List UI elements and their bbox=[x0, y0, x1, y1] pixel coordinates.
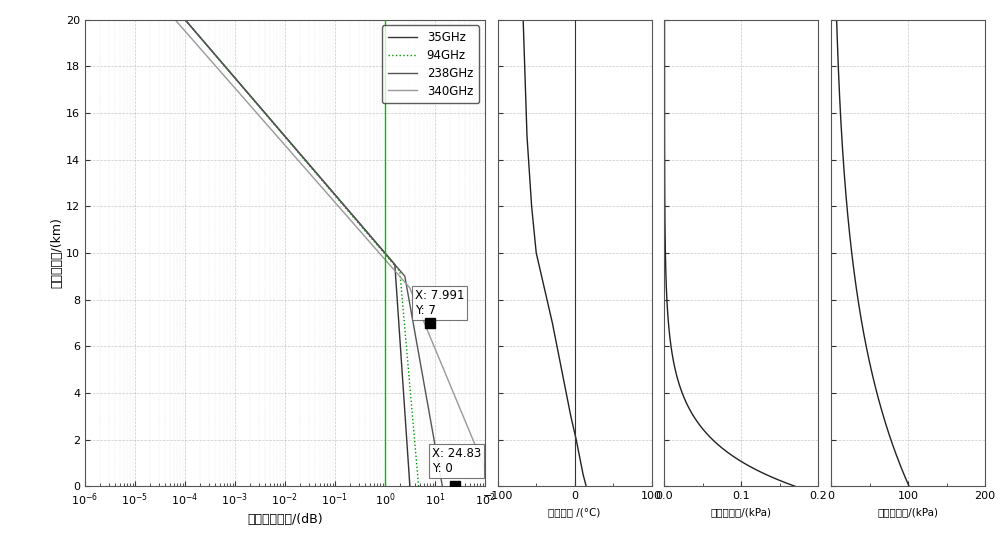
Line: 35GHz: 35GHz bbox=[185, 20, 410, 486]
340GHz bbox=[221, 75, 233, 82]
35GHz bbox=[398, 402, 410, 409]
Line: 340GHz: 340GHz bbox=[175, 20, 492, 486]
Text: X: 24.83
Y: 0: X: 24.83 Y: 0 bbox=[432, 447, 481, 475]
238GHz bbox=[401, 284, 413, 291]
X-axis label: 温度廓线 /(°C): 温度廓线 /(°C) bbox=[548, 507, 601, 517]
238GHz bbox=[179, 16, 191, 23]
X-axis label: 水蒸气压力/(kPa): 水蒸气压力/(kPa) bbox=[711, 507, 772, 517]
340GHz bbox=[177, 25, 189, 32]
35GHz bbox=[400, 430, 412, 437]
35GHz bbox=[404, 483, 416, 490]
94GHz bbox=[397, 304, 409, 311]
94GHz bbox=[413, 483, 425, 490]
238GHz bbox=[427, 430, 439, 437]
340GHz bbox=[453, 402, 465, 409]
Text: X: 7.991
Y: 7: X: 7.991 Y: 7 bbox=[415, 288, 464, 316]
35GHz bbox=[179, 16, 191, 23]
35GHz bbox=[187, 25, 199, 32]
Line: 238GHz: 238GHz bbox=[185, 20, 442, 486]
94GHz bbox=[187, 25, 199, 32]
94GHz bbox=[179, 16, 191, 23]
X-axis label: 双程大气衰减/(dB): 双程大气衰减/(dB) bbox=[247, 513, 323, 527]
94GHz bbox=[230, 75, 242, 82]
Legend: 35GHz, 94GHz, 238GHz, 340GHz: 35GHz, 94GHz, 238GHz, 340GHz bbox=[382, 26, 479, 103]
340GHz bbox=[412, 304, 424, 311]
238GHz bbox=[404, 304, 416, 311]
340GHz bbox=[464, 430, 476, 437]
Y-axis label: 距地面高度/(km): 距地面高度/(km) bbox=[50, 217, 63, 288]
238GHz bbox=[230, 75, 242, 82]
X-axis label: 大气气压力/(kPa): 大气气压力/(kPa) bbox=[878, 507, 939, 517]
238GHz bbox=[187, 25, 199, 32]
35GHz bbox=[230, 75, 242, 82]
238GHz bbox=[436, 483, 448, 490]
Line: 94GHz: 94GHz bbox=[185, 20, 419, 486]
340GHz bbox=[486, 483, 498, 490]
340GHz bbox=[403, 284, 415, 291]
340GHz bbox=[169, 16, 181, 23]
94GHz bbox=[408, 430, 420, 437]
35GHz bbox=[392, 304, 404, 311]
35GHz bbox=[390, 284, 402, 291]
94GHz bbox=[395, 284, 407, 291]
94GHz bbox=[406, 402, 418, 409]
238GHz bbox=[422, 402, 434, 409]
